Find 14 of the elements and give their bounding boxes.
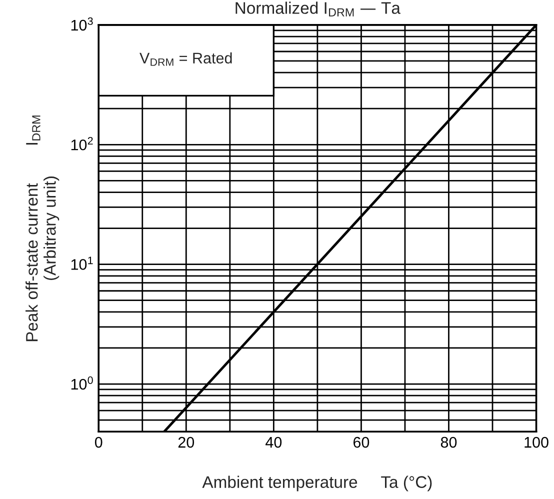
x-axis-title: Ambient temperature Ta (°C) [202,476,432,492]
y-tick-label: 10$^{3}$ [71,17,93,31]
x-tick-label: 0 [94,436,102,448]
y-tick-label: 10$^{2}$ [71,137,93,150]
text: Peak off-state current I$_{DRM}$ (Arbitrary unit) [26,116,60,342]
chart-title: Normalized I$_{DRM}$ — Ta [236,2,400,16]
y-tick-label: 10$^{1}$ [71,256,93,270]
annotation: V$_{DRM}$ = Rated [140,52,232,66]
x-tick-label: 60 [353,436,370,448]
y-tick-label: 10$^{0}$ [71,376,93,390]
x-tick-label: 20 [178,436,194,448]
x-tick-label: 40 [266,436,282,448]
x-tick-label: 100 [524,436,548,448]
x-tick-label: 80 [440,436,457,448]
